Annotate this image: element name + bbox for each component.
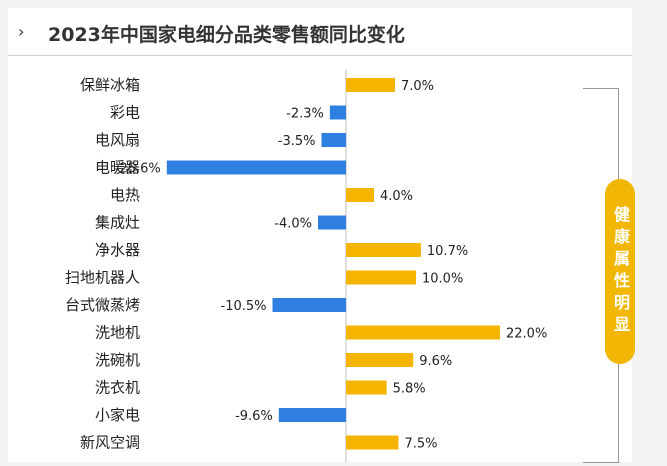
data-label: -10.5%: [221, 299, 267, 314]
bar: [346, 435, 399, 450]
category-label: 洗衣机: [95, 379, 140, 397]
bar: [272, 298, 346, 312]
data-label: -25.6%: [115, 162, 161, 177]
bar-chart: 7.0% 保鲜冰箱 -2.3% 彩电 -3.5% 电风扇 -25.6%电暖器 4.0% 电热 -4…: [65, 70, 547, 462]
badge-text: 健康属性明显: [611, 205, 630, 338]
category-label: 洗碗机: [95, 351, 140, 369]
data-label: -3.5%: [278, 134, 316, 149]
data-label: -9.6%: [235, 409, 273, 424]
data-label: 22.0%: [506, 327, 547, 342]
bar: [346, 243, 421, 257]
category-label: 小家电: [95, 406, 140, 424]
category-label: 洗地机: [95, 324, 140, 342]
category-label: 集成灶: [95, 214, 140, 232]
bar: [346, 380, 387, 395]
category-label: 保鲜冰箱: [80, 76, 140, 94]
title-divider: [8, 55, 632, 56]
health-badge: 健康属性明显: [605, 179, 635, 364]
data-label: -4.0%: [274, 217, 312, 232]
category-label: 新风空调: [80, 434, 140, 452]
category-label: 扫地机器人: [65, 269, 140, 287]
data-label: 7.5%: [405, 437, 438, 452]
bar: [346, 78, 395, 92]
bar: [346, 188, 374, 202]
chart-page: › 2023年中国家电细分品类零售额同比变化 7.0% 保鲜冰箱 -2.3% 彩电 -3…: [8, 8, 635, 463]
bar: [329, 105, 346, 120]
category-label: 电热: [110, 186, 140, 204]
data-label: 5.8%: [393, 382, 426, 397]
data-label: 10.0%: [422, 272, 463, 287]
bar: [321, 133, 346, 147]
bar: [346, 270, 416, 285]
chevron-right-icon[interactable]: ›: [18, 22, 25, 41]
title-row: › 2023年中国家电细分品类零售额同比变化: [8, 18, 632, 56]
category-label: 台式微蒸烤: [65, 296, 140, 314]
data-label: 10.7%: [427, 244, 468, 259]
data-label: -2.3%: [286, 107, 324, 122]
chart-title: 2023年中国家电细分品类零售额同比变化: [48, 24, 405, 46]
bar: [166, 160, 346, 175]
bar: [318, 215, 346, 230]
data-label: 9.6%: [419, 354, 452, 369]
data-label: 7.0%: [401, 79, 434, 94]
category-label: 净水器: [95, 241, 140, 259]
bar: [346, 325, 500, 340]
bar: [346, 353, 414, 367]
category-label: 彩电: [110, 104, 140, 122]
data-label: 4.0%: [380, 189, 413, 204]
category-label: 电暖器: [95, 159, 140, 177]
bar: [278, 408, 346, 422]
category-label: 电风扇: [95, 131, 140, 149]
